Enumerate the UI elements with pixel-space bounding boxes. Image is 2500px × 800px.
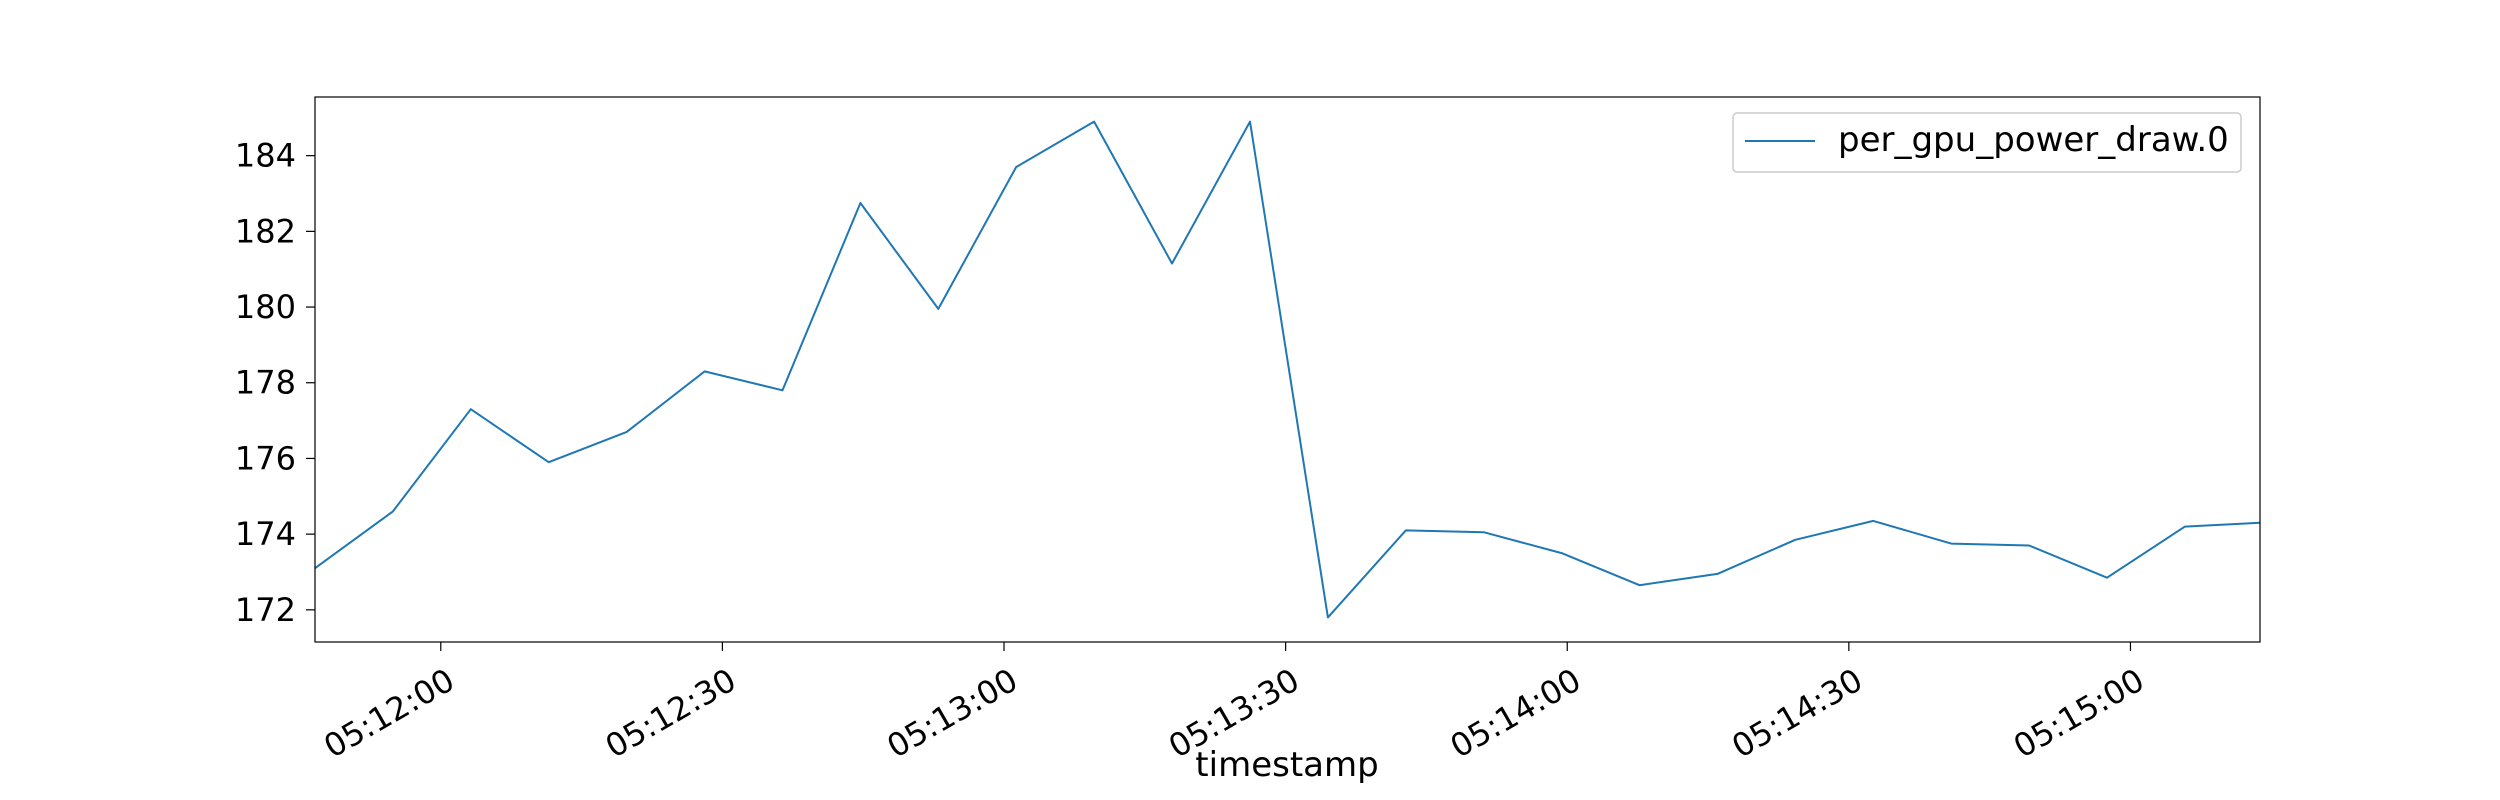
y-axis: 172 174 176 178 180 182 184: [235, 137, 315, 629]
legend-box: [1732, 112, 2242, 173]
x-tick-label: 05:13:00: [881, 661, 1024, 766]
x-tick-label: 05:14:30: [1725, 661, 1868, 766]
x-tick-label: 05:12:00: [317, 661, 460, 766]
y-tick-label: 172: [235, 591, 296, 629]
x-axis-label: timestamp: [1195, 745, 1378, 785]
y-tick-label: 176: [235, 439, 296, 477]
plot-area: [314, 120, 2261, 619]
y-tick-label: 174: [235, 515, 296, 553]
y-tick-label: 184: [235, 137, 296, 175]
x-tick-label: 05:14:00: [1444, 661, 1587, 766]
series-line: [314, 120, 2261, 619]
x-tick-label: 05:15:00: [2007, 661, 2150, 766]
plot-frame: [314, 96, 2261, 643]
y-tick-label: 182: [235, 212, 296, 250]
y-tick-label: 178: [235, 364, 296, 402]
legend-label: per_gpu_power_draw.0: [1838, 120, 2229, 160]
x-tick-label: 05:12:30: [599, 661, 742, 766]
legend: per_gpu_power_draw.0: [1732, 112, 2242, 173]
y-tick-label: 180: [235, 288, 296, 326]
